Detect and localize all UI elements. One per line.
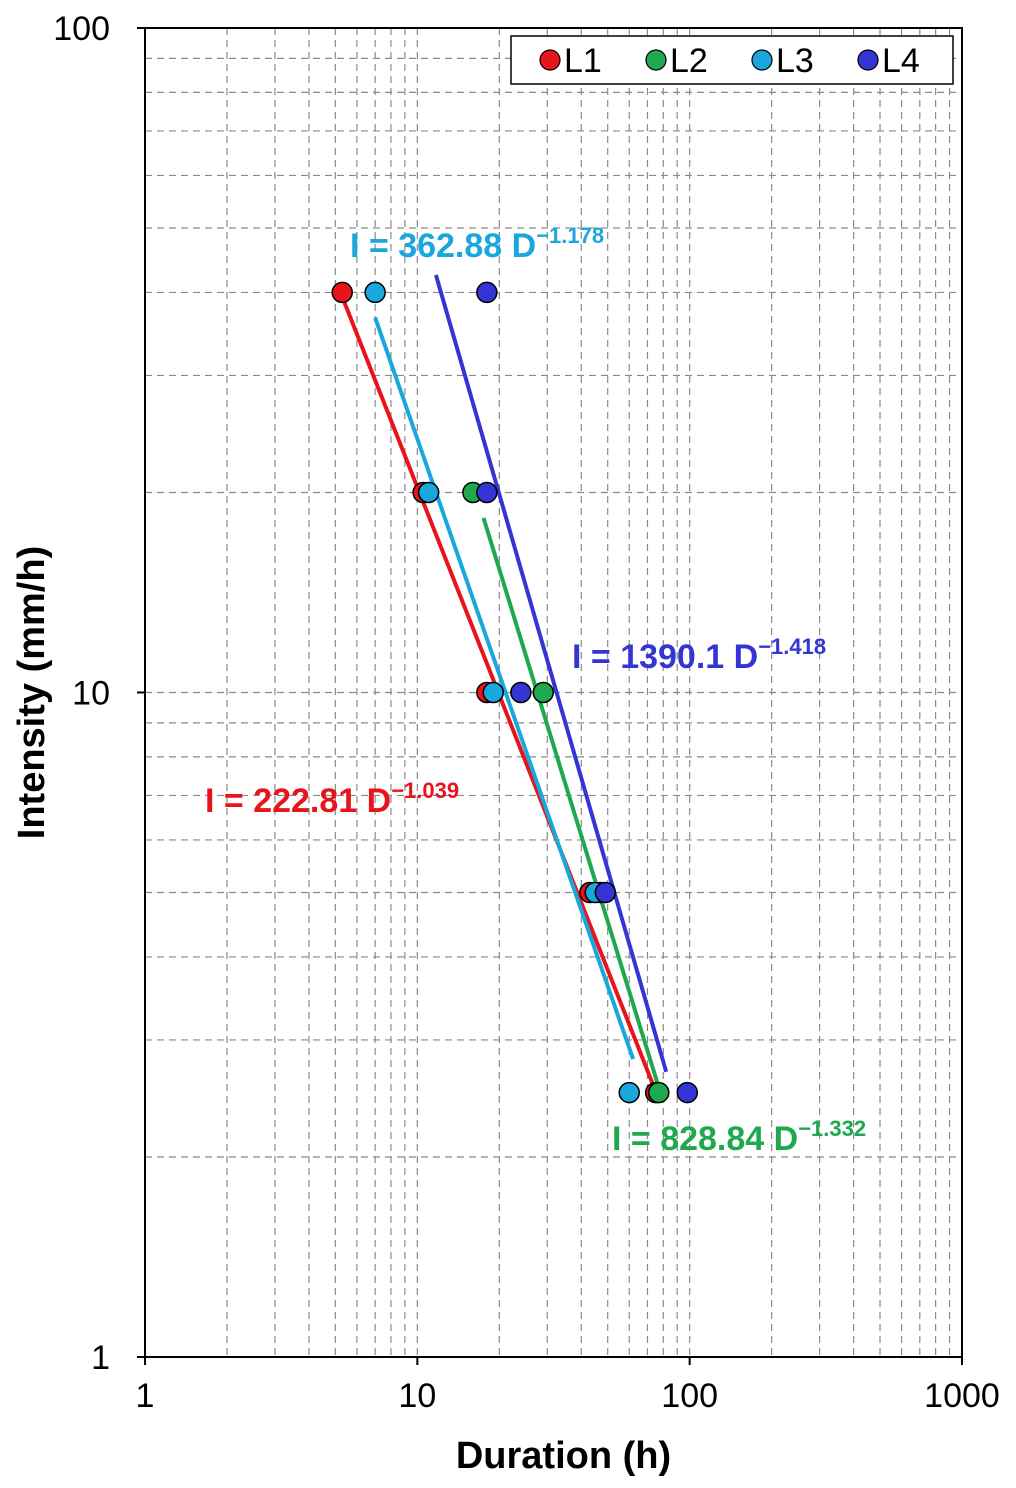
legend-label-l2: L2 — [670, 42, 708, 80]
point-l2 — [532, 681, 555, 704]
point-l3 — [364, 281, 386, 304]
point-l1 — [331, 281, 353, 304]
data-points — [331, 281, 699, 1104]
equation-l3: I = 362.88 D−1.178 — [350, 223, 604, 265]
legend-label-l4: L4 — [882, 42, 920, 80]
x-tick-labels: 1 10 100 1000 — [136, 1377, 1000, 1415]
point-l4 — [676, 1081, 699, 1104]
point-l2 — [648, 1081, 670, 1104]
point-l4 — [476, 281, 498, 304]
legend-marker-l1 — [539, 49, 561, 71]
x-tick-label: 100 — [661, 1377, 718, 1415]
plot-area-frame — [144, 27, 963, 1358]
legend-label-l1: L1 — [564, 42, 602, 80]
point-l3 — [482, 681, 504, 704]
point-l4 — [476, 481, 498, 504]
grid — [137, 27, 963, 1365]
legend-box — [510, 35, 954, 85]
y-tick-labels: 1 10 100 — [53, 10, 110, 1377]
fit-equations: I = 222.81 D−1.039 I = 828.84 D−1.332 I = … — [205, 223, 866, 1158]
legend-marker-l2 — [645, 49, 667, 71]
equation-l2: I = 828.84 D−1.332 — [612, 1116, 866, 1158]
point-l3 — [618, 1081, 640, 1104]
equation-l1: I = 222.81 D−1.039 — [205, 778, 459, 820]
point-l4 — [594, 881, 617, 904]
x-tick-label: 1000 — [924, 1377, 1000, 1415]
fit-line-l2 — [481, 517, 666, 1103]
point-l4 — [510, 681, 532, 704]
legend: L1 L2 L3 L4 — [510, 35, 954, 85]
equation-l4: I = 1390.1 D−1.418 — [572, 634, 826, 676]
y-tick-label: 1 — [91, 1339, 110, 1377]
fit-line-l3 — [373, 316, 636, 1060]
x-tick-label: 1 — [136, 1377, 155, 1415]
fit-line-l4 — [433, 274, 669, 1073]
y-tick-label: 10 — [72, 675, 110, 713]
legend-marker-l3 — [751, 49, 773, 71]
x-tick-label: 10 — [398, 1377, 436, 1415]
y-tick-label: 100 — [53, 10, 110, 48]
legend-label-l3: L3 — [776, 42, 814, 80]
legend-marker-l4 — [857, 49, 879, 71]
x-axis-title: Duration (h) — [456, 1435, 671, 1477]
y-axis-title: Intensity (mm/h) — [11, 546, 53, 839]
point-l3 — [417, 481, 440, 504]
